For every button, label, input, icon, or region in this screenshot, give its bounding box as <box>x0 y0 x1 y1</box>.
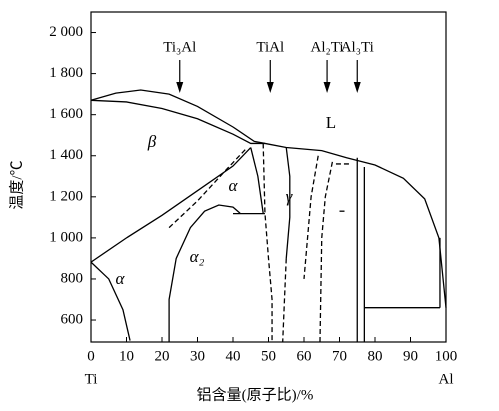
y-tick-label: 800 <box>61 270 84 286</box>
arrow-head <box>176 82 184 93</box>
compound-label: TiAl <box>256 39 284 55</box>
phase-boundary <box>282 258 287 343</box>
x-axis-label: 铝含量(原子比)/% <box>197 386 314 403</box>
x-tick-label: 60 <box>297 348 312 364</box>
y-tick-label: 1 800 <box>49 65 83 81</box>
x-tick-label: 90 <box>403 348 418 364</box>
phase-boundary <box>168 204 241 342</box>
compound-label: Al₃Ti <box>341 39 374 55</box>
phase-boundary <box>303 155 319 280</box>
phase-boundary <box>168 147 248 229</box>
y-tick-label: 1 200 <box>49 188 83 204</box>
x-tick-label: 20 <box>155 348 170 364</box>
x-tick-label: 50 <box>261 348 276 364</box>
arrow-head <box>266 82 274 93</box>
x-tick-label: 0 <box>87 348 95 364</box>
frame <box>90 11 447 343</box>
x-tick-label: 30 <box>190 348 205 364</box>
phase-boundary <box>90 99 265 145</box>
phase-label: α <box>229 176 239 195</box>
phase-boundary <box>262 143 273 342</box>
x-tick-label: 100 <box>435 348 458 364</box>
phase-boundary <box>90 147 252 263</box>
phase-label: β <box>147 132 157 151</box>
y-tick-label: 600 <box>61 311 84 327</box>
x-tick-label: 10 <box>119 348 134 364</box>
y-tick-label: 1 000 <box>49 229 83 245</box>
y-tick-label: 1 600 <box>49 106 83 122</box>
phase-boundary <box>90 261 131 341</box>
phase-label: α <box>116 269 126 288</box>
y-tick-label: 1 400 <box>49 147 83 163</box>
ti-label: Ti <box>85 371 98 387</box>
y-axis-label: 温度/℃ <box>8 160 25 209</box>
phase-label: α₂ <box>190 247 205 266</box>
arrow-head <box>353 82 361 93</box>
phase-boundary <box>250 147 264 214</box>
phase-label: L <box>326 113 336 132</box>
compound-label: Al₂Ti <box>311 39 344 55</box>
x-tick-label: 80 <box>368 348 383 364</box>
phase-boundary <box>285 147 291 259</box>
arrow-head <box>323 82 331 93</box>
phase-boundary <box>319 161 334 343</box>
compound-label: Ti₃Al <box>163 39 196 55</box>
x-tick-label: 70 <box>332 348 347 364</box>
y-tick-label: 2 000 <box>49 24 83 40</box>
x-tick-label: 40 <box>226 348 241 364</box>
al-label: Al <box>439 371 454 387</box>
phase-boundary <box>90 89 447 308</box>
